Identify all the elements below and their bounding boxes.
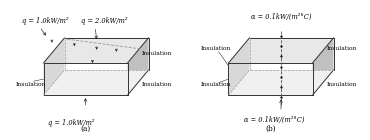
Text: α = 0.1kW/(m²°C): α = 0.1kW/(m²°C) [251,13,311,21]
Text: α = 0.1kW/(m²°C): α = 0.1kW/(m²°C) [244,116,304,124]
Text: Insulation: Insulation [141,81,172,87]
Text: q = 2.0kW/m²: q = 2.0kW/m² [81,17,128,25]
Polygon shape [44,70,148,95]
Polygon shape [229,70,333,95]
Text: (b): (b) [265,125,276,133]
Text: Insulation: Insulation [326,81,357,87]
Text: Insulation: Insulation [16,81,46,87]
Text: (a): (a) [80,125,91,133]
Text: Insulation: Insulation [201,46,231,52]
Text: Insulation: Insulation [326,46,357,52]
Polygon shape [44,38,64,95]
Polygon shape [229,38,333,63]
Polygon shape [229,38,249,95]
Text: Insulation: Insulation [141,51,172,56]
Polygon shape [128,38,148,95]
Text: Insulation: Insulation [201,81,231,87]
Text: q = 1.0kW/m²: q = 1.0kW/m² [48,119,95,127]
Text: q = 1.0kW/m²: q = 1.0kW/m² [23,17,69,25]
Polygon shape [44,38,148,63]
Polygon shape [313,38,333,95]
